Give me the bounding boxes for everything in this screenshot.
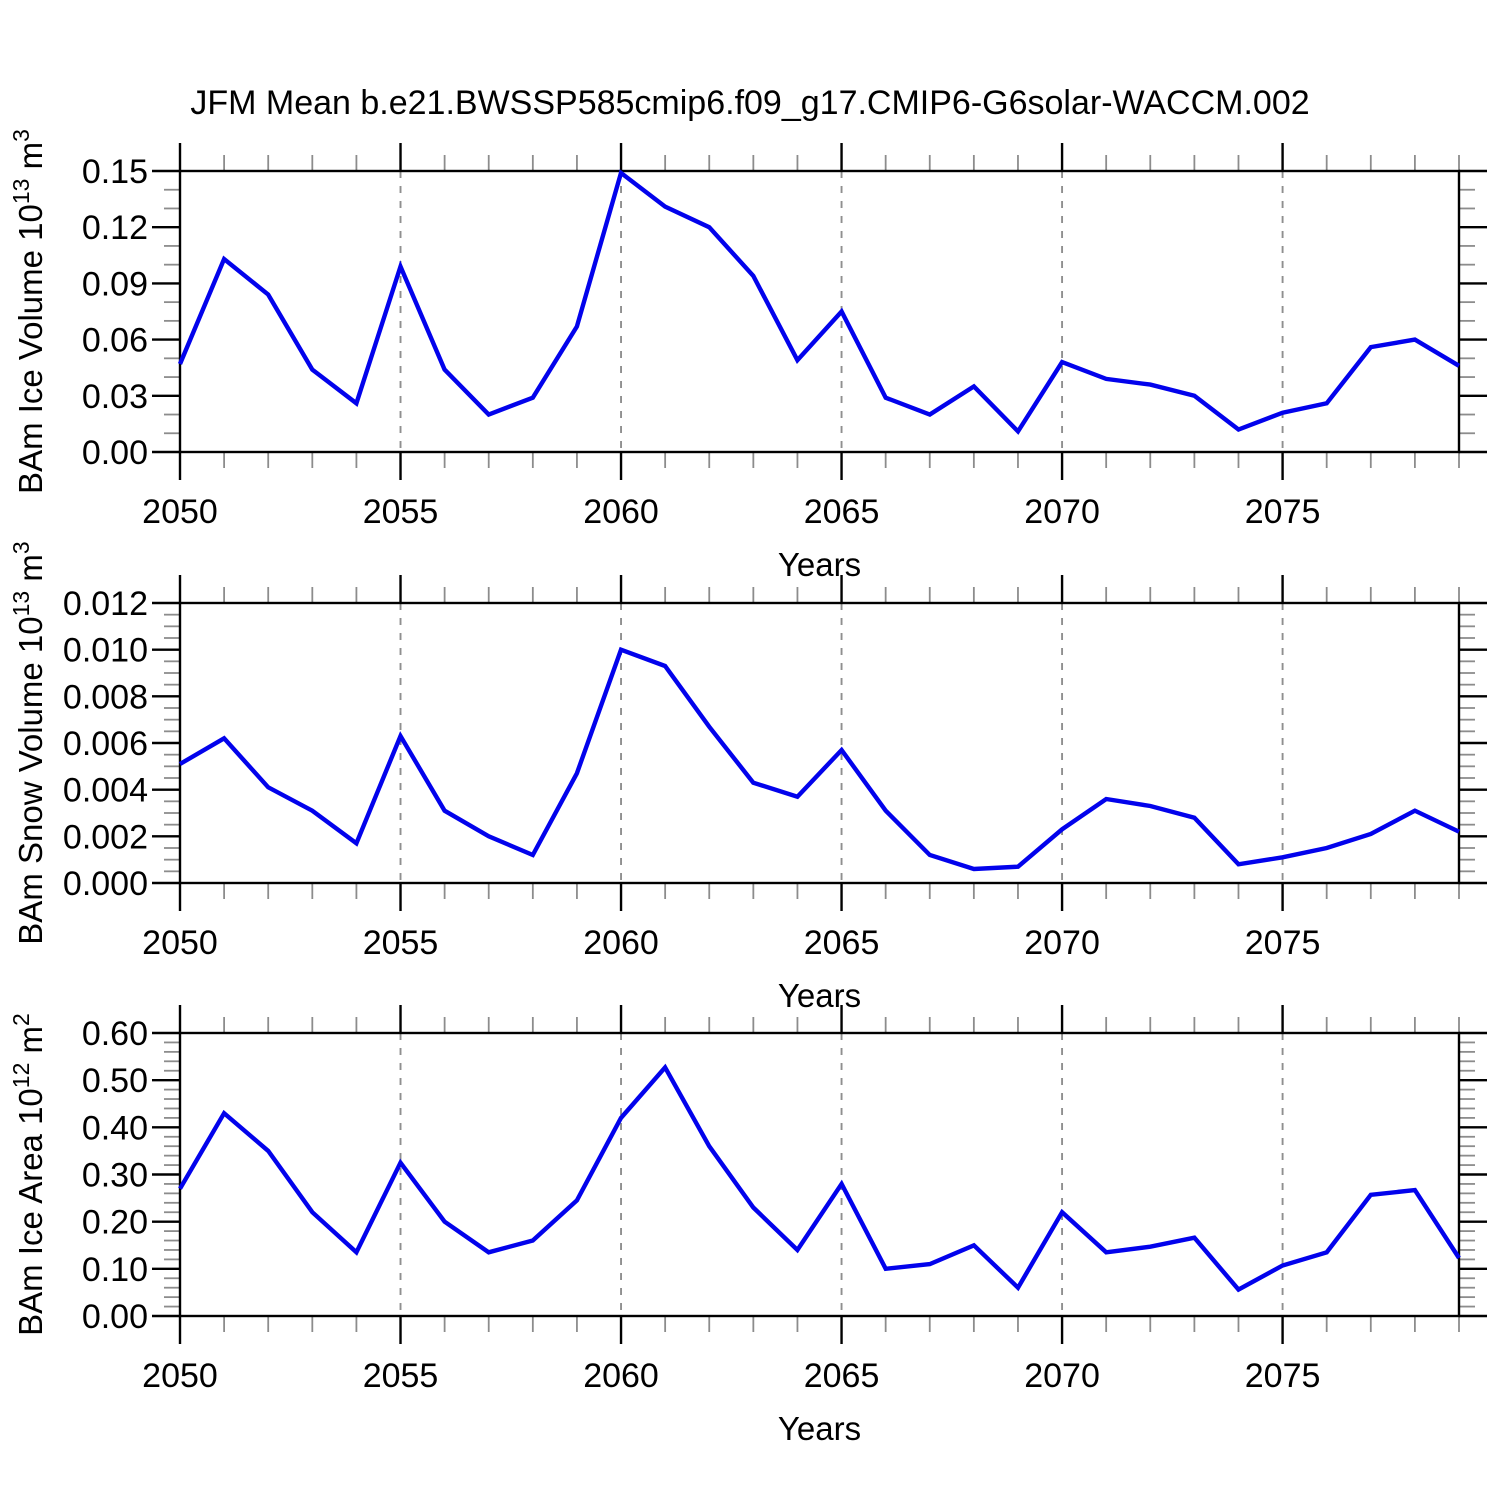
x-tick-label: 2060	[583, 1357, 659, 1395]
x-tick-label: 2060	[583, 924, 659, 962]
snow-volume-chart: 0.000 0.002 0.004 0.006 0.008 0.010 0.012 2050 2…	[8, 541, 1487, 962]
ice-volume-axis-title: BAm Ice Volume 1013 m3	[8, 129, 49, 494]
y-tick-label: 0.004	[63, 772, 148, 810]
x-tick-label: 2070	[1024, 924, 1100, 962]
x-tick-label: 2070	[1024, 1357, 1100, 1395]
y-tick-label: 0.12	[82, 209, 148, 247]
x-tick-label: 2065	[804, 1357, 880, 1395]
x-tick-label: 2060	[583, 493, 659, 531]
ice-area-axis-title: BAm Ice Area 1012 m2	[8, 1013, 49, 1336]
y-tick-label: 0.03	[82, 378, 148, 416]
ice-area-chart: 0.00 0.10 0.20 0.30 0.40 0.50 0.60 2050 2055 2060…	[8, 1005, 1487, 1395]
x-axis-title-snow-volume: Years	[777, 977, 862, 1014]
ice-area-series-line	[178, 1063, 1461, 1293]
x-tick-label: 2055	[363, 1357, 439, 1395]
y-tick-label: 0.15	[82, 153, 148, 191]
x-tick-label: 2065	[804, 924, 880, 962]
x-tick-label: 2075	[1245, 1357, 1321, 1395]
y-tick-label: 0.40	[82, 1109, 148, 1147]
y-tick-label: 0.000	[63, 865, 148, 903]
x-tick-label: 2055	[363, 924, 439, 962]
x-tick-label: 2070	[1024, 493, 1100, 531]
y-tick-label: 0.012	[63, 585, 148, 623]
figure-title: JFM Mean b.e21.BWSSP585cmip6.f09_g17.CMI…	[190, 84, 1310, 122]
x-tick-label: 2050	[142, 493, 218, 531]
y-tick-label: 0.06	[82, 322, 148, 360]
plot-frame	[178, 1031, 1461, 1318]
y-tick-label: 0.09	[82, 265, 148, 303]
y-tick-label: 0.10	[82, 1251, 148, 1289]
x-tick-label: 2050	[142, 1357, 218, 1395]
y-tick-label: 0.20	[82, 1204, 148, 1242]
y-tick-label: 0.00	[82, 434, 148, 472]
y-tick-label: 0.002	[63, 818, 148, 856]
snow-volume-axis-title: BAm Snow Volume 1013 m3	[8, 541, 49, 944]
x-tick-label: 2065	[804, 493, 880, 531]
ice-volume-chart: 0.00 0.03 0.06 0.09 0.12 0.15 2050 2055 2060 2065…	[8, 129, 1487, 531]
plot-frame	[178, 601, 1461, 885]
y-tick-label: 0.30	[82, 1157, 148, 1195]
x-tick-label: 2055	[363, 493, 439, 531]
ice-volume-series-line	[177, 169, 1461, 435]
x-axis-title-ice-area: Years	[777, 1410, 862, 1447]
x-tick-label: 2075	[1245, 493, 1321, 531]
plot-frame	[178, 169, 1461, 454]
y-tick-label: 0.006	[63, 725, 148, 763]
snow-volume-series-line	[178, 646, 1460, 872]
y-tick-label: 0.60	[82, 1015, 148, 1053]
y-tick-label: 0.50	[82, 1062, 148, 1100]
y-tick-label: 0.010	[63, 632, 148, 670]
x-tick-label: 2075	[1245, 924, 1321, 962]
x-axis-title-ice-volume: Years	[777, 546, 862, 583]
y-tick-label: 0.008	[63, 678, 148, 716]
x-tick-label: 2050	[142, 924, 218, 962]
y-tick-label: 0.00	[82, 1298, 148, 1336]
